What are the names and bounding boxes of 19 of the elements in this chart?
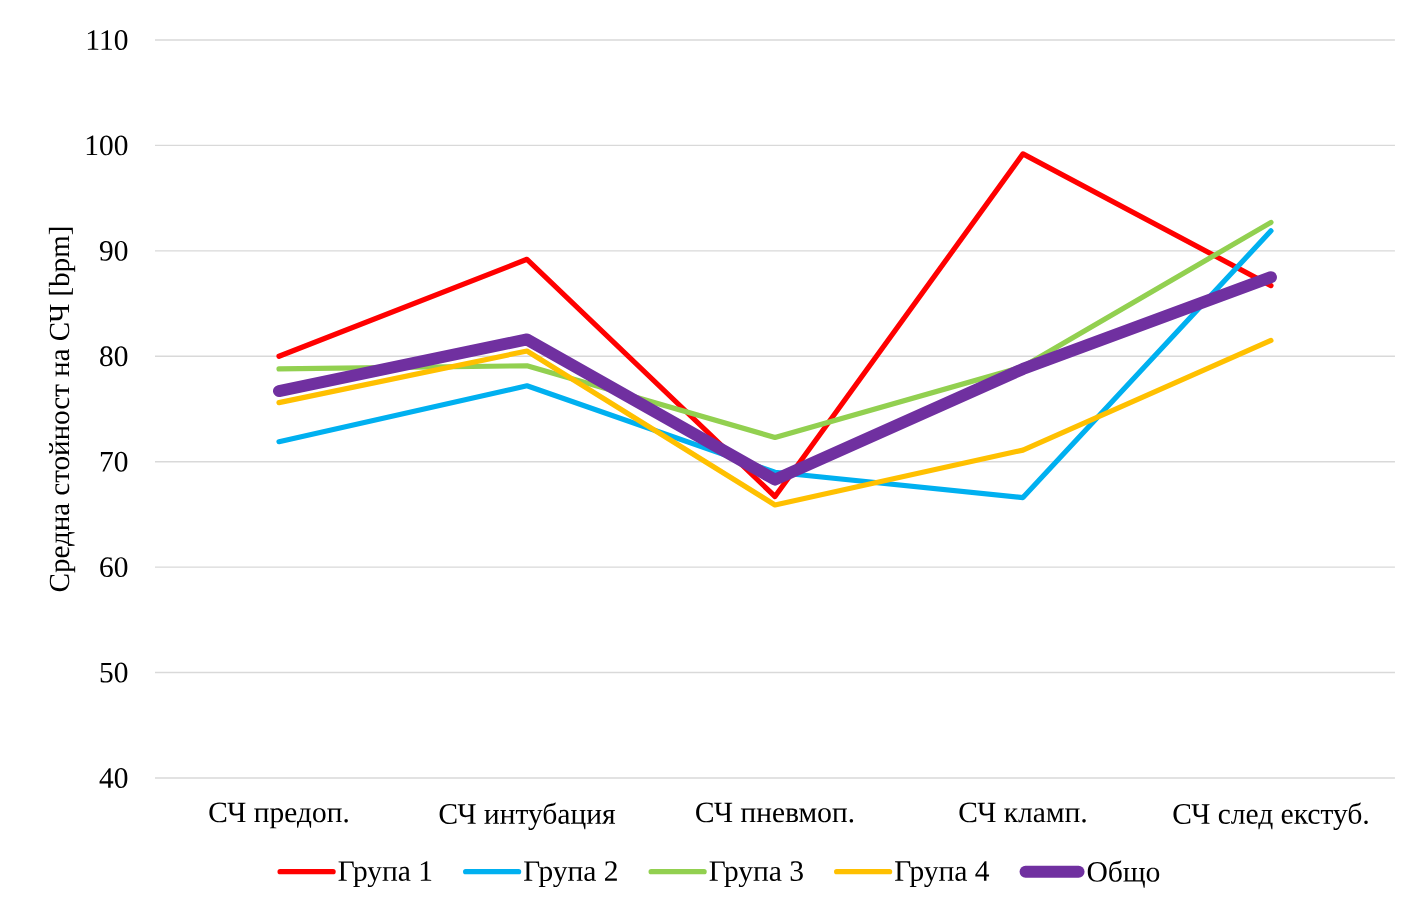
- y-tick-label: 60: [100, 557, 128, 578]
- y-tick-label: 40: [99, 768, 128, 788]
- y-tick-label: 80: [100, 346, 128, 367]
- legend-label: Група 4: [895, 861, 990, 888]
- legend-label: Група 1: [338, 861, 432, 888]
- y-tick-label: 90: [99, 240, 128, 261]
- y-axis-title: Средна стойност на СЧ [bpm]: [48, 227, 76, 592]
- x-tick-label: СЧ кламп.: [959, 802, 1086, 823]
- x-tick-label: СЧ предоп.: [209, 802, 348, 829]
- y-tick-label: 100: [86, 135, 128, 156]
- legend-label: Група 3: [709, 861, 803, 888]
- x-tick-label: СЧ интубация: [439, 802, 616, 831]
- y-tick-label: 110: [87, 30, 128, 50]
- legend-label: Група 2: [524, 861, 617, 888]
- x-tick-label: СЧ пневмоп.: [696, 802, 854, 823]
- legend-label: Общо: [1087, 860, 1160, 888]
- y-tick-label: 70: [100, 451, 128, 472]
- x-tick-label: СЧ след екстуб.: [1173, 802, 1368, 831]
- y-tick-label: 50: [100, 662, 128, 683]
